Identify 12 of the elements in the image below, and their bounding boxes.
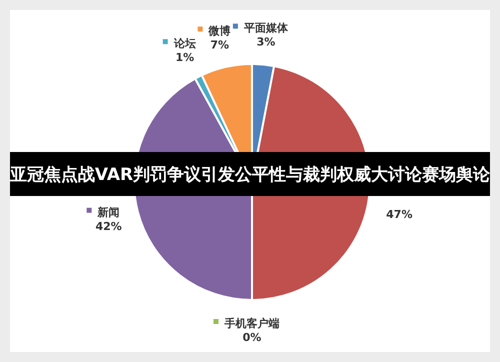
data-label: 1% [175,51,194,64]
data-label: 42% [95,220,122,233]
legend-label: 新闻 [96,206,120,219]
legend-label: 微博 [208,24,231,38]
data-label: 7% [210,38,230,52]
legend-label: 平面媒体 [242,22,289,35]
text: 亚冠焦点战VAR判罚争议引发公平性与裁判权威大讨论赛场舆论 [8,165,492,185]
data-label: 47% [386,208,413,221]
legend-label: 论坛 [172,37,196,50]
legend-label: 手机客户端 [224,317,280,330]
data-label: 3% [256,36,276,49]
text: 0% [242,331,262,344]
